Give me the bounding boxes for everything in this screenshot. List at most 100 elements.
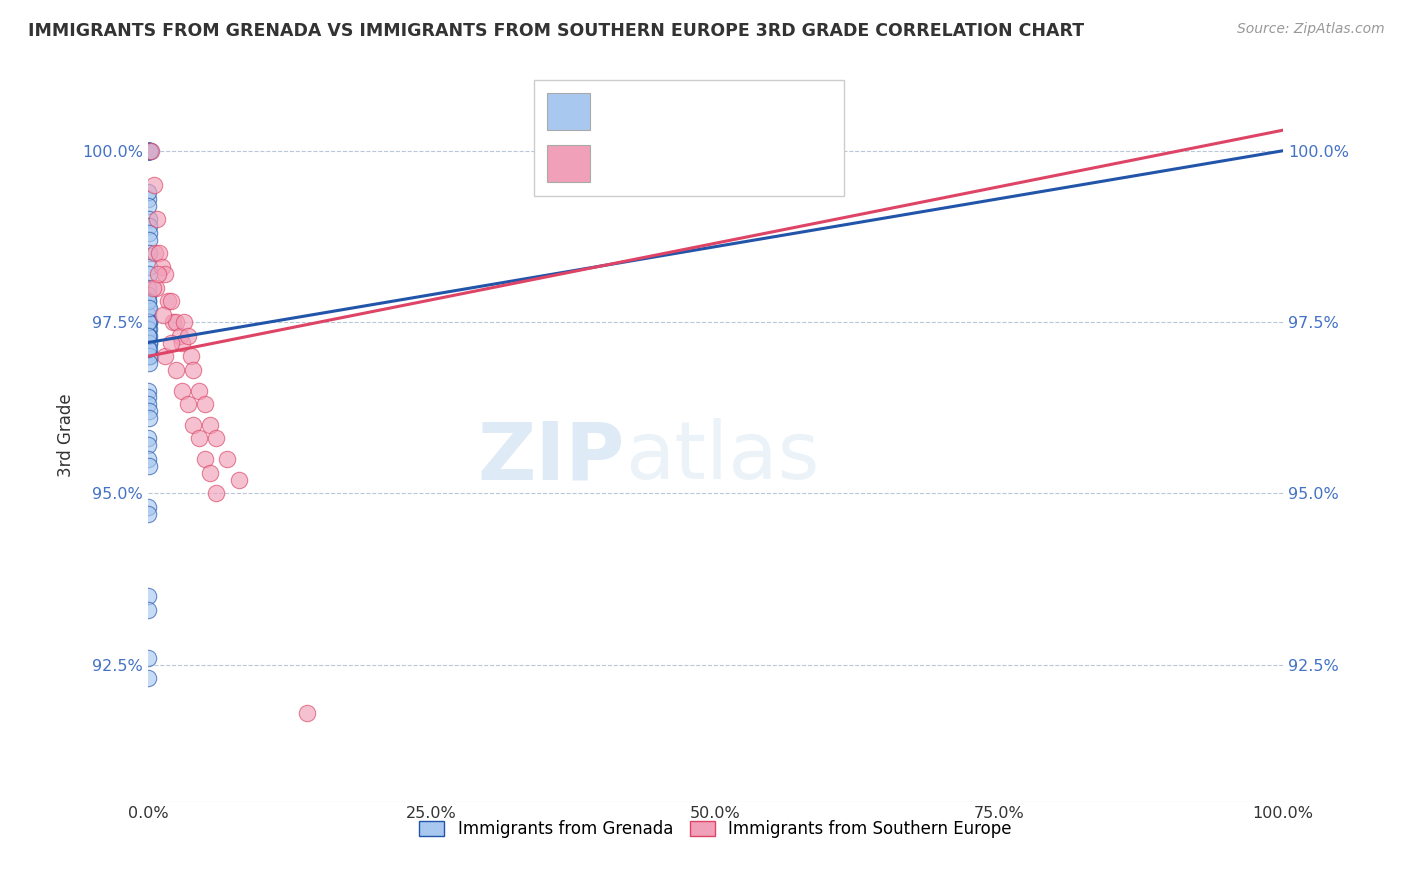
Point [139, 144, 162, 158]
Y-axis label: 3rd Grade: 3rd Grade [58, 393, 75, 477]
Point [143, 246, 166, 260]
Point [136, 301, 159, 316]
Point [200, 466, 222, 480]
Point [138, 404, 160, 418]
Point [170, 384, 193, 398]
Point [150, 260, 173, 275]
Point [217, 452, 239, 467]
Point [138, 144, 160, 158]
Point [138, 267, 160, 281]
Point [138, 144, 160, 158]
Point [159, 335, 181, 350]
Point [153, 349, 176, 363]
Point [136, 650, 159, 665]
Point [138, 233, 160, 247]
Point [138, 335, 160, 350]
Point [295, 706, 318, 720]
Text: Source: ZipAtlas.com: Source: ZipAtlas.com [1237, 22, 1385, 37]
Point [136, 315, 159, 329]
Point [138, 144, 160, 158]
Point [152, 308, 174, 322]
Point [136, 328, 159, 343]
Point [136, 384, 159, 398]
Point [177, 328, 200, 343]
Point [136, 185, 159, 199]
Text: R = 0.256   N = 57: R = 0.256 N = 57 [609, 103, 793, 120]
Point [183, 363, 205, 377]
Point [170, 335, 193, 350]
Point [136, 144, 159, 158]
Point [138, 294, 160, 309]
Point [138, 356, 160, 370]
Point [138, 301, 160, 316]
Point [136, 322, 159, 336]
Text: R = 0.363   N = 38: R = 0.363 N = 38 [609, 155, 793, 173]
Text: ZIP: ZIP [478, 418, 624, 496]
Point [188, 384, 211, 398]
Point [162, 315, 184, 329]
Point [138, 219, 160, 233]
Point [148, 267, 170, 281]
Point [138, 349, 160, 363]
Point [180, 349, 202, 363]
Text: IMMIGRANTS FROM GRENADA VS IMMIGRANTS FROM SOUTHERN EUROPE 3RD GRADE CORRELATION: IMMIGRANTS FROM GRENADA VS IMMIGRANTS FR… [28, 22, 1084, 40]
Point [200, 417, 222, 432]
Point [138, 144, 160, 158]
Point [136, 192, 159, 206]
Point [138, 335, 160, 350]
Text: atlas: atlas [624, 418, 820, 496]
Point [138, 322, 160, 336]
Point [138, 343, 160, 357]
Point [194, 397, 217, 411]
Point [142, 178, 165, 192]
Point [136, 144, 159, 158]
Point [138, 246, 160, 260]
Point [138, 343, 160, 357]
Point [141, 281, 163, 295]
Point [194, 452, 217, 467]
Point [141, 144, 163, 158]
Point [146, 212, 169, 227]
Point [173, 315, 195, 329]
Point [138, 144, 160, 158]
Point [138, 198, 160, 212]
Point [138, 315, 160, 329]
Point [138, 411, 160, 425]
Point [165, 363, 187, 377]
Point [145, 281, 167, 295]
Point [138, 349, 160, 363]
Point [138, 452, 160, 467]
Point [136, 281, 159, 295]
Point [136, 671, 159, 685]
Point [165, 315, 187, 329]
Point [148, 246, 170, 260]
Point [136, 294, 159, 309]
Point [138, 308, 160, 322]
Point [138, 260, 160, 275]
Point [136, 287, 159, 301]
Point [138, 328, 160, 343]
Point [136, 507, 159, 521]
Point [138, 349, 160, 363]
Point [136, 500, 159, 514]
Point [183, 417, 205, 432]
Point [205, 486, 228, 500]
Point [159, 294, 181, 309]
Point [138, 212, 160, 227]
Point [136, 589, 159, 603]
Point [138, 226, 160, 240]
Point [205, 432, 228, 446]
Point [138, 315, 160, 329]
Point [138, 328, 160, 343]
FancyBboxPatch shape [534, 80, 844, 196]
Point [188, 432, 211, 446]
Point [138, 397, 160, 411]
Point [169, 328, 191, 343]
Point [138, 458, 160, 473]
Point [157, 294, 180, 309]
Point [138, 144, 160, 158]
Point [153, 267, 176, 281]
Point [136, 432, 159, 446]
Point [177, 397, 200, 411]
Point [136, 438, 159, 452]
